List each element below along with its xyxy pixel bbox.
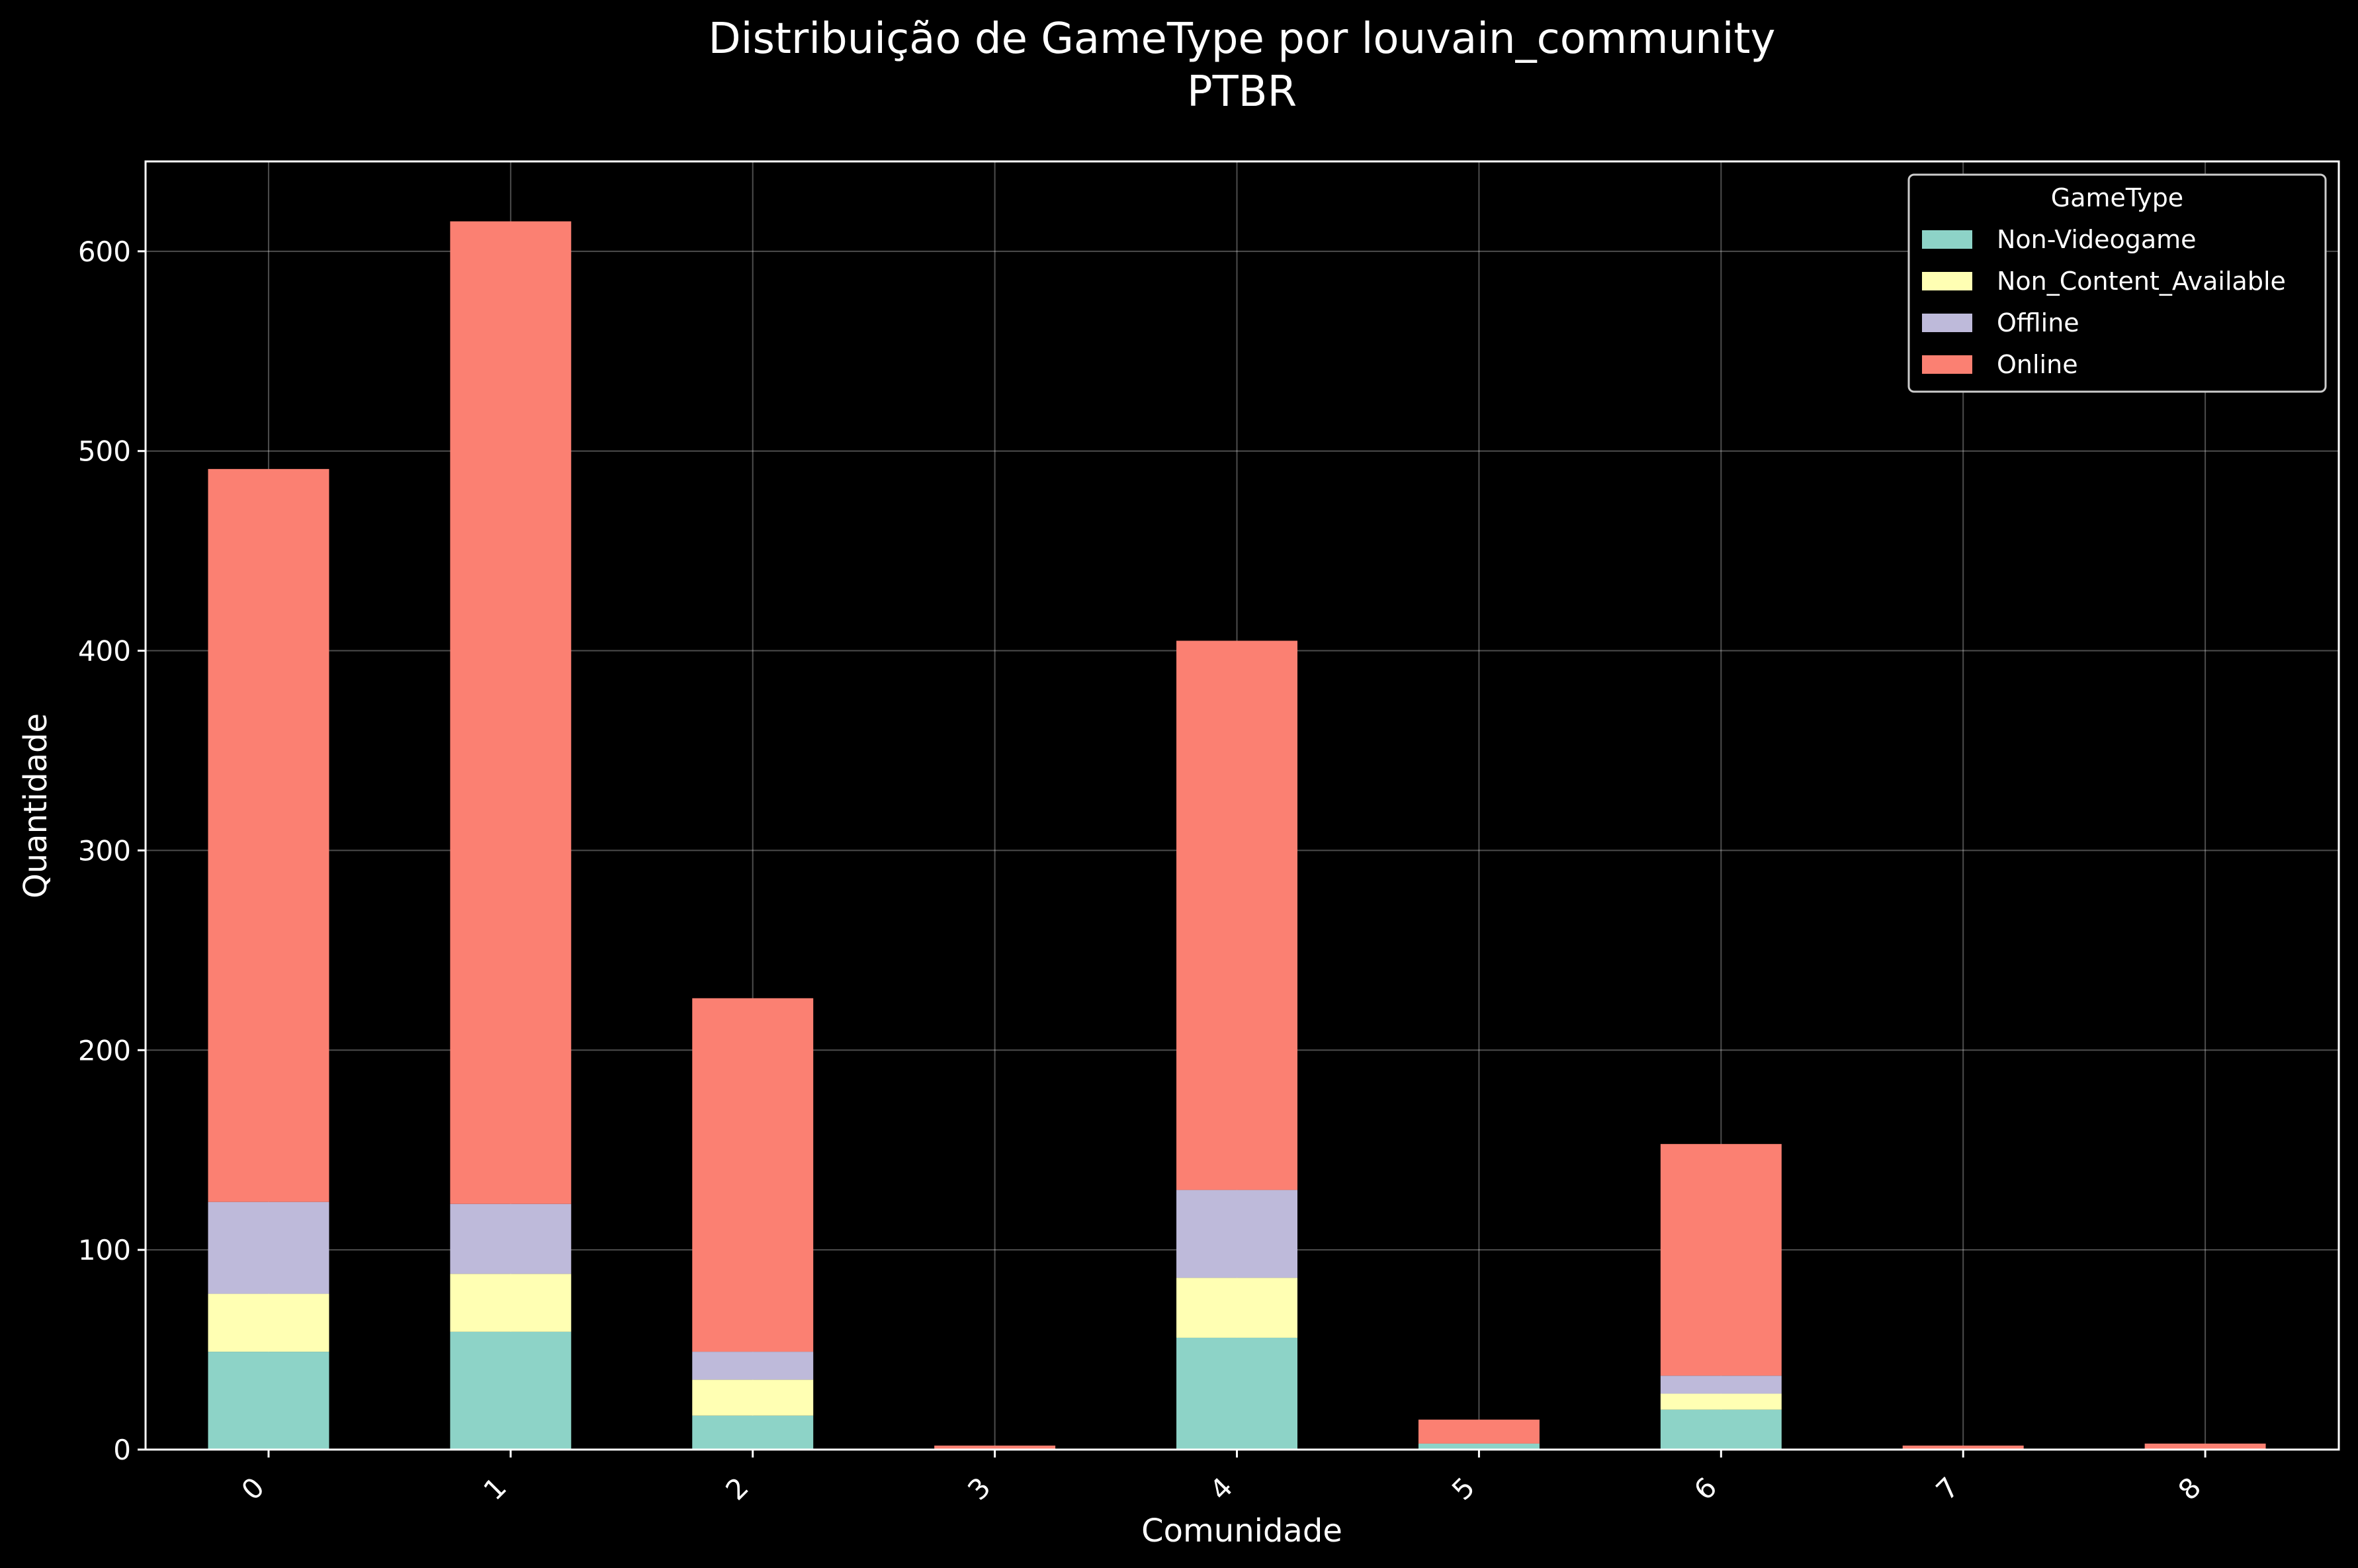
bar-online [2144,1443,2266,1450]
bar-non-content-available [208,1293,329,1352]
legend-items: Non-Videogame Non_Content_Available Offlin… [1922,225,2286,379]
legend-label-non-content-available: Non_Content_Available [1997,267,2286,296]
x-tick-label: 1 [477,1471,513,1506]
bars [208,221,2266,1450]
x-axis-ticks: 0 1 2 3 4 5 6 7 8 [235,1450,2207,1506]
y-tick-label: 300 [78,834,131,867]
legend-swatch-non-content-available [1922,272,1972,290]
y-tick-label: 500 [78,435,131,468]
bar-non-videogame [1176,1337,1297,1450]
bar-online [1176,640,1297,1190]
x-tick-label: 7 [1930,1471,1966,1506]
legend-title: GameType [2051,183,2183,212]
legend-label-offline: Offline [1997,308,2079,337]
legend-label-non-videogame: Non-Videogame [1997,225,2197,254]
bar-non-videogame [208,1352,329,1450]
legend-swatch-online [1922,355,1972,374]
bar-online [1660,1144,1782,1376]
y-axis-label: Quantidade [17,713,54,898]
bar-non-videogame [450,1331,572,1450]
bar-online [934,1445,1056,1450]
x-tick-label: 4 [1203,1471,1239,1506]
x-tick-label: 0 [235,1471,271,1506]
bar-non-content-available [1176,1278,1297,1338]
bar-online [1418,1419,1540,1444]
legend-swatch-non-videogame [1922,230,1972,249]
legend-label-online: Online [1997,350,2078,379]
chart-subtitle: PTBR [1187,67,1297,116]
bar-online [1902,1445,2024,1450]
plot-frame [144,160,2340,1451]
y-tick-label: 100 [78,1234,131,1266]
y-tick-label: 0 [113,1434,131,1466]
legend-box [1907,173,2327,393]
x-tick-label: 5 [1446,1471,1481,1506]
legend: GameType Non-Videogame Non_Content_Availa… [1907,173,2327,393]
chart-title: Distribuição de GameType por louvain_com… [709,15,1776,64]
bar-offline [208,1201,329,1294]
bar-online [208,468,329,1202]
y-tick-label: 200 [78,1034,131,1067]
bar-offline [1660,1375,1782,1394]
bar-offline [1176,1190,1297,1278]
x-axis-label: Comunidade [1141,1512,1342,1549]
x-tick-label: 3 [961,1471,997,1506]
x-tick-label: 2 [719,1471,755,1506]
bar-offline [692,1352,814,1380]
bar-non-content-available [692,1379,814,1416]
y-axis-ticks: 0 100 200 300 400 500 600 [78,236,146,1466]
x-tick-label: 6 [1688,1471,1724,1506]
legend-swatch-offline [1922,314,1972,332]
y-tick-label: 600 [78,236,131,268]
bar-non-videogame [1660,1409,1782,1450]
bar-online [692,998,814,1352]
bar-offline [450,1203,572,1274]
x-tick-label: 8 [2172,1471,2208,1506]
bar-non-videogame [692,1415,814,1450]
bar-non-content-available [450,1274,572,1332]
bar-non-videogame [1418,1443,1540,1450]
bar-non-content-available [1660,1393,1782,1410]
y-tick-label: 400 [78,635,131,668]
bar-online [450,221,572,1204]
